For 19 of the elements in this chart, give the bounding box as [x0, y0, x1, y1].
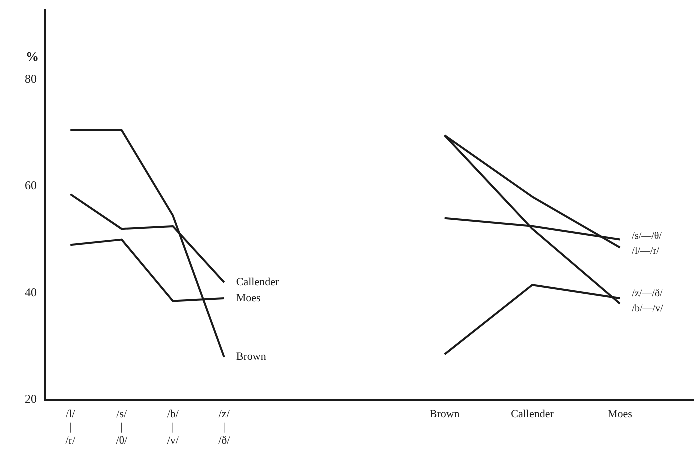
x-tick-label: /z/ | /ð/ — [218, 408, 232, 447]
series-label: Callender — [236, 276, 280, 288]
x-tick-label: /b/ | /v/ — [167, 408, 180, 447]
y-tick-label: 60 — [25, 178, 37, 193]
x-tick-label: Moes — [608, 408, 632, 420]
y-tick-label: 80 — [25, 72, 37, 86]
series-label: /z/—/ð/ — [632, 288, 663, 300]
x-tick-label: /s/ | /θ/ — [116, 408, 129, 447]
x-tick-label: Callender — [511, 408, 554, 420]
x-tick-label: Brown — [430, 408, 460, 420]
series-label: /l/—/r/ — [632, 246, 660, 257]
series-label: /s/—/θ/ — [632, 230, 662, 242]
series-label: Brown — [236, 351, 267, 364]
series-label: /b/—/v/ — [632, 303, 664, 314]
y-tick-label: 40 — [25, 285, 37, 300]
y-axis-title: % — [26, 48, 39, 64]
y-tick-label: 20 — [25, 392, 37, 406]
x-tick-label: /l/ | /r/ — [66, 408, 76, 447]
series-label: Moes — [236, 292, 261, 304]
